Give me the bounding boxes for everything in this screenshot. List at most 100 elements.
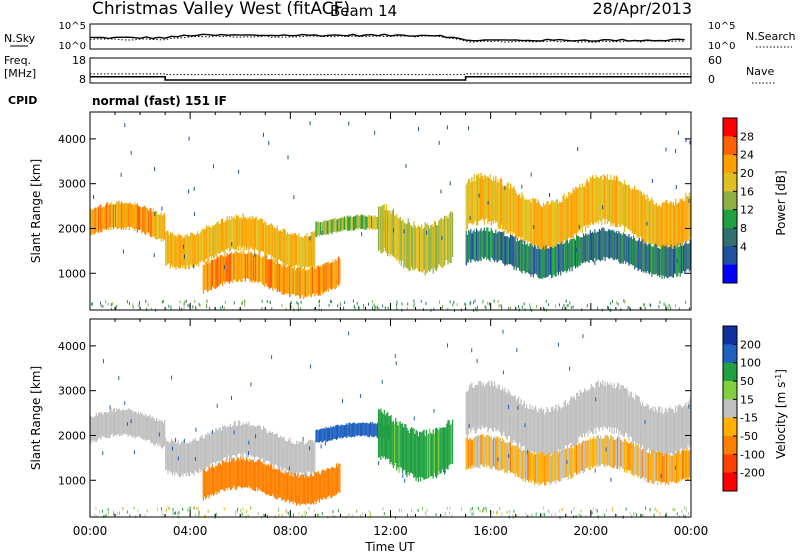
echo-cell [547,201,549,247]
echo-speckle [265,513,267,517]
echo-cell [145,415,147,442]
echo-cell [642,242,644,272]
echo-cell [388,210,390,254]
echo-cell [387,411,389,460]
echo-cell [370,215,372,229]
echo-cell [592,386,594,434]
echo-cell [312,440,314,473]
velocity-colorbar-label: Velocity [m s-1] [774,369,788,459]
echo-cell [401,219,404,261]
echo-speckle [172,508,174,511]
echo-speckle [466,261,468,266]
colorbar-swatch [723,173,737,192]
echo-cell [129,203,131,228]
echo-cell [530,452,532,483]
echo-cell [571,239,573,272]
echo-cell [314,440,316,475]
echo-cell [292,234,294,267]
echo-cell [266,225,268,258]
echo-cell [671,455,673,482]
echo-cell [309,439,311,476]
echo-cell [419,226,421,272]
echo-cell [564,448,566,478]
echo-cell [396,213,398,261]
echo-cell [511,188,513,232]
echo-cell [604,382,606,428]
echo-cell [252,425,254,457]
echo-cell [257,219,259,252]
colorbar-swatch [723,228,737,247]
echo-cell [486,383,488,428]
echo-cell [431,434,433,477]
echo-cell [182,441,184,477]
echo-cell [584,235,586,262]
echo-speckle [354,306,356,310]
echo-cell [266,465,268,495]
echo-speckle [303,510,305,514]
echo-cell [224,462,226,492]
echo-cell [290,472,292,502]
echo-cell [474,181,476,221]
echo-speckle [304,514,306,518]
echo-cell [192,439,194,474]
echo-cell [302,268,305,300]
echo-cell [294,444,297,476]
echo-cell [247,424,249,458]
echo-cell [564,242,566,271]
echo-speckle [168,304,170,308]
echo-cell [389,209,391,257]
echo-speckle [99,510,100,514]
echo-cell [280,435,282,467]
echo-cell [638,397,640,444]
echo-cell [284,265,286,294]
echo-cell [205,434,207,469]
echo-cell [414,225,416,270]
echo-cell [216,258,218,288]
echo-cell [340,217,342,231]
echo-cell [471,440,473,466]
echo-cell [549,455,552,486]
echo-cell [566,198,569,241]
echo-cell [375,216,377,229]
echo-cell [109,203,111,228]
echo-cell [552,453,554,482]
echo-cell [286,266,289,294]
echo-cell [651,246,653,277]
echo-cell [586,235,588,261]
y-tick-label: 4000 [58,133,86,146]
echo-cell [273,227,275,260]
echo-cell [319,222,322,235]
echo-cell [219,427,221,461]
echo-cell [424,222,426,276]
echo-cell [497,436,499,471]
echo-cell [241,459,243,489]
echo-cell [107,413,109,438]
echo-cell [436,225,438,272]
echo-cell [474,232,476,262]
echo-cell [315,429,317,443]
colorbar-tick-label: 24 [740,149,754,162]
echo-cell [200,436,202,473]
echo-cell [265,428,267,461]
echo-speckle [194,457,196,461]
echo-speckle [612,300,613,304]
echo-cell [193,439,195,476]
echo-cell [467,390,470,435]
echo-speckle [628,306,630,310]
echo-cell [590,439,592,467]
echo-speckle [105,514,107,517]
echo-speckle [244,303,246,307]
echo-cell [223,222,225,253]
echo-speckle [184,300,186,304]
echo-cell [93,416,95,440]
echo-cell [500,390,503,437]
echo-cell [230,252,232,282]
echo-cell [158,419,160,444]
echo-cell [212,433,215,462]
echo-speckle [263,132,264,137]
echo-cell [391,210,393,256]
echo-speckle [130,150,132,155]
echo-speckle [184,254,185,259]
echo-cell [433,220,435,269]
echo-cell [500,232,503,261]
